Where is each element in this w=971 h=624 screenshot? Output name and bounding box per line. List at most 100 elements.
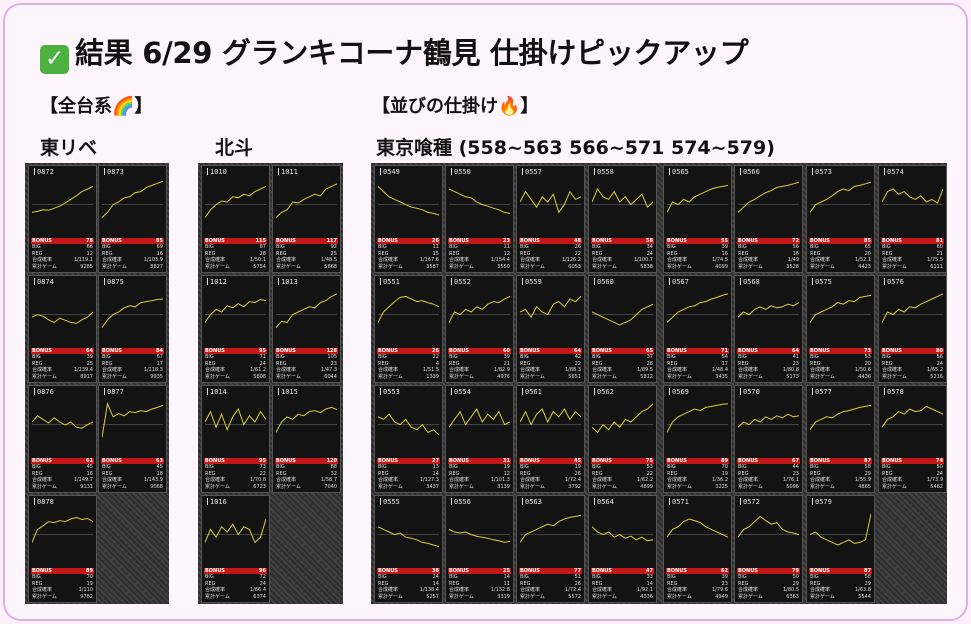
machine-card[interactable]: 0558 BONUS 58 BIG 34 REG 24 合成確率 1/100.7 累計ゲーム 583… bbox=[588, 165, 657, 273]
stat-row-games: 累計ゲーム 5216 bbox=[881, 374, 944, 380]
machine-card[interactable]: 1015 BONUS 120 BIG 88 REG 32 合成確率 1/58.7 累計ゲーム 704… bbox=[272, 385, 341, 493]
stat-row-reg: REG 16 bbox=[666, 251, 729, 257]
machine-card[interactable]: 0570 BONUS 67 BIG 44 REG 23 合成確率 1/76.1 累計ゲーム 5096 bbox=[734, 385, 803, 493]
stat-value-rate: 1/62.2 bbox=[637, 477, 653, 484]
stat-row-reg: REG 18 bbox=[101, 471, 164, 477]
machine-card[interactable]: 0567 BONUS 71 BIG 54 REG 17 合成確率 1/48.4 累計ゲーム 3435 bbox=[663, 275, 732, 383]
card-stats: BONUS 67 BIG 44 REG 23 合成確率 1/76.1 累計ゲーム 5096 bbox=[737, 457, 800, 490]
stat-value-big: 51 bbox=[574, 574, 581, 581]
stat-label-big: BIG bbox=[32, 574, 41, 581]
machine-card[interactable]: 0552 BONUS 60 BIG 39 REG 21 合成確率 1/82.9 累計ゲーム 4976 bbox=[445, 275, 514, 383]
stat-label-bonus: BONUS bbox=[667, 237, 687, 244]
machine-card[interactable]: 0561 BONUS 45 BIG 19 REG 26 合成確率 1/72.4 累計ゲーム 3792 bbox=[516, 385, 585, 493]
stat-value-bonus: 72 bbox=[792, 237, 799, 244]
machine-card[interactable]: 0559 BONUS 64 BIG 42 REG 22 合成確率 1/88.3 累計ゲーム 5651 bbox=[516, 275, 585, 383]
machine-card[interactable]: 0579 BONUS 87 BIG 58 REG 29 合成確率 1/63.8 累計ゲーム 5544 bbox=[806, 495, 875, 603]
stat-value-rate: 1/82.9 bbox=[494, 367, 510, 374]
machine-card[interactable]: 0557 BONUS 48 BIG 26 REG 22 合成確率 1/126.2 累計ゲーム 605… bbox=[516, 165, 585, 273]
machine-card[interactable]: 0878 BONUS 89 BIG 70 REG 19 合成確率 1/110 累計ゲーム 9782 bbox=[28, 495, 97, 603]
stat-row-rate: 合成確率 1/139.4 bbox=[31, 367, 94, 373]
machine-card[interactable]: 0553 BONUS 27 BIG 13 REG 14 合成確率 1/127.3 累計ゲーム 343… bbox=[374, 385, 443, 493]
machine-card[interactable]: 0563 BONUS 77 BIG 51 REG 26 合成確率 1/72.4 累計ゲーム 5572 bbox=[516, 495, 585, 603]
stat-value-games: 7040 bbox=[324, 483, 337, 490]
stat-row-big: BIG 53 bbox=[591, 464, 654, 470]
stat-row-rate: 合成確率 1/50.1 bbox=[204, 257, 267, 263]
machine-card[interactable]: 0872 BONUS 78 BIG 66 REG 12 合成確率 1/119.1 累計ゲーム 928… bbox=[28, 165, 97, 273]
stat-value-reg: 4 bbox=[435, 360, 439, 367]
stat-row-reg: REG 24 bbox=[881, 361, 944, 367]
stat-value-bonus: 95 bbox=[259, 347, 266, 354]
machine-card[interactable]: 0572 BONUS 79 BIG 50 REG 29 合成確率 1/80.5 累計ゲーム 6363 bbox=[734, 495, 803, 603]
stat-value-games: 5216 bbox=[930, 373, 943, 380]
trend-graph bbox=[32, 516, 93, 543]
stat-row-rate: 合成確率 1/55.9 bbox=[809, 477, 872, 483]
stat-value-reg: 15 bbox=[432, 250, 439, 257]
trend-line bbox=[449, 407, 510, 428]
trend-line bbox=[667, 293, 728, 323]
machine-card[interactable]: 0569 BONUS 89 BIG 70 REG 19 合成確率 1/36.2 累計ゲーム 3225 bbox=[663, 385, 732, 493]
machine-card[interactable]: 0574 BONUS 81 BIG 60 REG 21 合成確率 1/75.5 累計ゲーム 6111 bbox=[878, 165, 947, 273]
stat-row-big: BIG 88 bbox=[275, 464, 338, 470]
stat-label-bonus: BONUS bbox=[32, 347, 52, 354]
machine-card[interactable]: 0566 BONUS 72 BIG 56 REG 16 合成確率 1/49 累計ゲーム 3528 bbox=[734, 165, 803, 273]
stat-row-bonus: BONUS 74 bbox=[881, 457, 944, 465]
machine-card[interactable]: 1012 BONUS 95 BIG 71 REG 24 合成確率 1/61.2 累計ゲーム 5808 bbox=[201, 275, 270, 383]
stat-label-bonus: BONUS bbox=[32, 567, 52, 574]
machine-card[interactable]: 0551 BONUS 26 BIG 22 REG 4 合成確率 1/51.5 累計ゲーム 1339 bbox=[374, 275, 443, 383]
stat-row-big: BIG 24 bbox=[377, 574, 440, 580]
machine-card[interactable]: 0576 BONUS 80 BIG 56 REG 24 合成確率 1/65.2 累計ゲーム 5216 bbox=[878, 275, 947, 383]
stat-label-games: 累計ゲーム bbox=[205, 483, 230, 490]
machine-card[interactable]: 0575 BONUS 73 BIG 53 REG 20 合成確率 1/50.6 累計ゲーム 4436 bbox=[806, 275, 875, 383]
stat-row-reg: REG 14 bbox=[377, 581, 440, 587]
trend-line bbox=[276, 406, 337, 433]
stat-row-big: BIG 73 bbox=[204, 464, 267, 470]
trend-line bbox=[449, 528, 510, 543]
machine-card[interactable]: 1013 BONUS 128 BIG 105 REG 23 合成確率 1/47.3 累計ゲーム 60… bbox=[272, 275, 341, 383]
machine-card[interactable]: 1016 BONUS 96 BIG 72 REG 24 合成確率 1/66.4 累計ゲーム 6374 bbox=[201, 495, 270, 603]
machine-card[interactable]: 0877 BONUS 63 BIG 45 REG 18 合成確率 1/143.9 累計ゲーム 906… bbox=[98, 385, 167, 493]
machine-card[interactable]: 0578 BONUS 74 BIG 50 REG 24 合成確率 1/73.9 累計ゲーム 5462 bbox=[878, 385, 947, 493]
stat-row-big: BIG 19 bbox=[448, 464, 511, 470]
machine-card[interactable]: 0550 BONUS 23 BIG 11 REG 12 合成確率 1/154.4 累計ゲーム 355… bbox=[445, 165, 514, 273]
machine-card[interactable]: 0568 BONUS 64 BIG 41 REG 23 合成確率 1/80.8 累計ゲーム 5173 bbox=[734, 275, 803, 383]
stat-value-rate: 1/51.5 bbox=[423, 367, 439, 374]
stat-value-games: 8917 bbox=[80, 373, 93, 380]
stat-label-bonus: BONUS bbox=[592, 567, 612, 574]
machine-card[interactable]: 0560 BONUS 65 BIG 37 REG 28 合成確率 1/89.5 累計ゲーム 5812 bbox=[588, 275, 657, 383]
machine-card[interactable]: 0556 BONUS 25 BIG 14 REG 11 合成確率 1/132.8 累計ゲーム 331… bbox=[445, 495, 514, 603]
machine-card[interactable]: 0564 BONUS 47 BIG 33 REG 14 合成確率 1/92.1 累計ゲーム 4336 bbox=[588, 495, 657, 603]
trend-line bbox=[449, 295, 510, 323]
machine-card[interactable]: 0554 BONUS 31 BIG 19 REG 12 合成確率 1/101.3 累計ゲーム 313… bbox=[445, 385, 514, 493]
machine-card[interactable]: 0874 BONUS 64 BIG 39 REG 25 合成確率 1/139.4 累計ゲーム 891… bbox=[28, 275, 97, 383]
stat-label-rate: 合成確率 bbox=[592, 477, 613, 484]
stat-label-rate: 合成確率 bbox=[449, 477, 470, 484]
stat-row-big: BIG 56 bbox=[737, 244, 800, 250]
machine-card[interactable]: 0555 BONUS 38 BIG 24 REG 14 合成確率 1/138.4 累計ゲーム 525… bbox=[374, 495, 443, 603]
machine-card[interactable]: 0562 BONUS 75 BIG 53 REG 22 合成確率 1/62.2 累計ゲーム 4899 bbox=[588, 385, 657, 493]
machine-card[interactable]: 0875 BONUS 84 BIG 67 REG 17 合成確率 1/118.3 累計ゲーム 993… bbox=[98, 275, 167, 383]
stat-label-big: BIG bbox=[205, 464, 214, 471]
stat-label-bonus: BONUS bbox=[102, 237, 122, 244]
machine-card[interactable]: 1011 BONUS 117 BIG 92 REG 25 合成確率 1/48.5 累計ゲーム 566… bbox=[272, 165, 341, 273]
trend-line bbox=[32, 311, 93, 324]
machine-card[interactable]: 1014 BONUS 95 BIG 73 REG 22 合成確率 1/70.8 累計ゲーム 6723 bbox=[201, 385, 270, 493]
trend-graph bbox=[32, 415, 93, 429]
stat-value-rate: 1/72.4 bbox=[565, 587, 581, 594]
machine-card[interactable]: 0549 BONUS 26 BIG 11 REG 15 合成確率 1/167.6 累計ゲーム 358… bbox=[374, 165, 443, 273]
machine-card[interactable]: 0873 BONUS 85 BIG 69 REG 16 合成確率 1/103.9 累計ゲーム 882… bbox=[98, 165, 167, 273]
machine-card[interactable]: 0571 BONUS 62 BIG 39 REG 23 合成確率 1/79.6 累計ゲーム 4949 bbox=[663, 495, 732, 603]
stat-label-big: BIG bbox=[102, 354, 111, 361]
stat-label-reg: REG bbox=[520, 250, 531, 257]
machine-card[interactable]: 0565 BONUS 55 BIG 39 REG 16 合成確率 1/74.5 累計ゲーム 4099 bbox=[663, 165, 732, 273]
machine-card[interactable]: 0577 BONUS 87 BIG 58 REG 29 合成確率 1/55.9 累計ゲーム 4865 bbox=[806, 385, 875, 493]
machine-number: 0874 bbox=[34, 278, 54, 286]
stat-row-games: 累計ゲーム 4865 bbox=[809, 484, 872, 490]
machine-card[interactable]: 0876 BONUS 61 BIG 45 REG 16 合成確率 1/149.7 累計ゲーム 913… bbox=[28, 385, 97, 493]
trend-graph bbox=[592, 526, 653, 542]
stat-row-reg: REG 29 bbox=[737, 581, 800, 587]
machine-card[interactable]: 0573 BONUS 85 BIG 65 REG 20 合成確率 1/52.1 累計ゲーム 4423 bbox=[806, 165, 875, 273]
stat-value-reg: 22 bbox=[574, 360, 581, 367]
machine-number: 0571 bbox=[669, 498, 689, 506]
stat-label-big: BIG bbox=[276, 464, 285, 471]
machine-card[interactable]: 1010 BONUS 115 BIG 87 REG 28 合成確率 1/50.1 累計ゲーム 575… bbox=[201, 165, 270, 273]
